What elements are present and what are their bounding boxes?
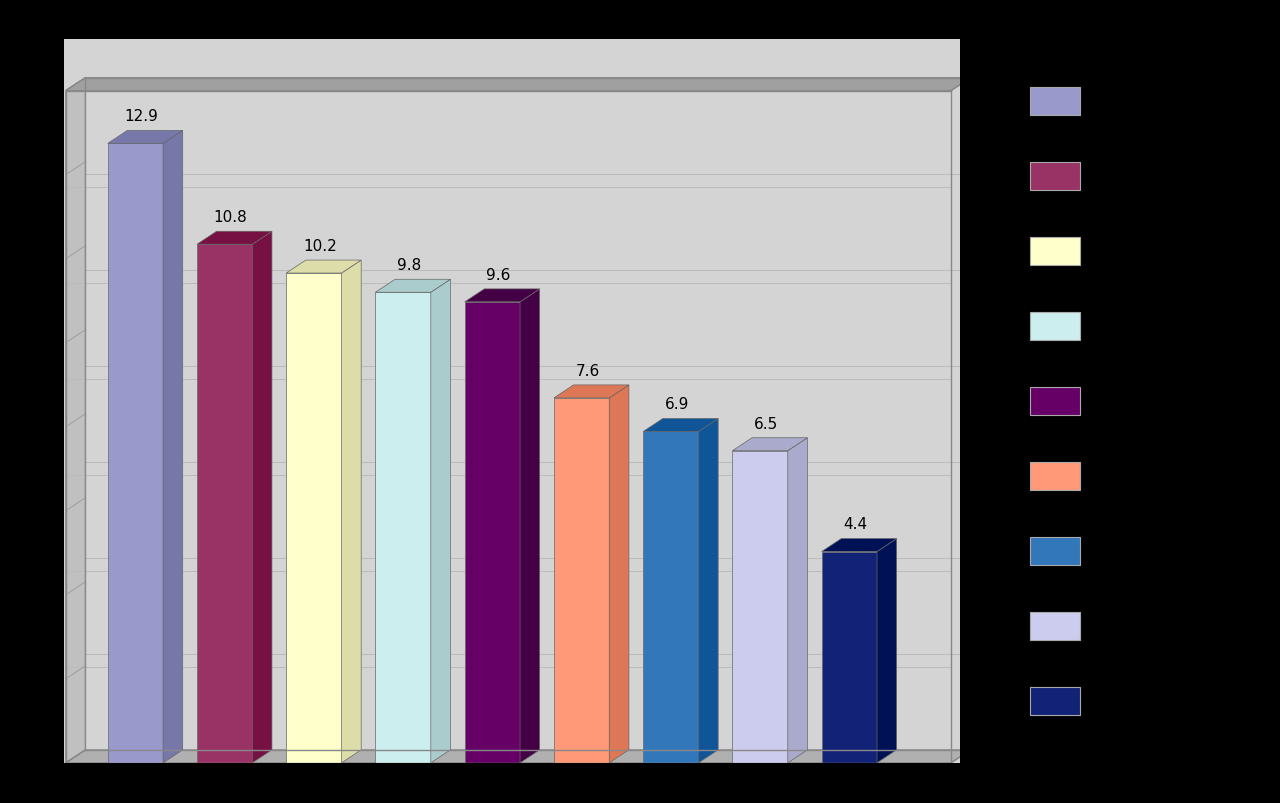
FancyBboxPatch shape: [1029, 238, 1080, 266]
Text: 7.6: 7.6: [576, 363, 599, 378]
Bar: [643, 432, 699, 763]
Text: 6.9: 6.9: [664, 397, 689, 412]
Polygon shape: [342, 261, 361, 763]
Polygon shape: [287, 261, 361, 274]
Polygon shape: [431, 280, 451, 763]
FancyBboxPatch shape: [1029, 612, 1080, 641]
Polygon shape: [465, 290, 540, 303]
Bar: [287, 274, 342, 763]
FancyBboxPatch shape: [1029, 162, 1080, 191]
Polygon shape: [877, 539, 896, 763]
Text: 4.4: 4.4: [844, 516, 868, 532]
Polygon shape: [787, 438, 808, 763]
Text: 6.5: 6.5: [754, 416, 778, 431]
Bar: [108, 145, 163, 763]
Polygon shape: [252, 232, 271, 763]
Polygon shape: [554, 385, 628, 398]
Polygon shape: [520, 290, 540, 763]
Bar: [197, 245, 252, 763]
Text: 9.6: 9.6: [486, 267, 511, 283]
FancyBboxPatch shape: [1029, 537, 1080, 565]
Polygon shape: [163, 131, 183, 763]
Bar: [465, 303, 520, 763]
Polygon shape: [197, 232, 271, 245]
Polygon shape: [732, 438, 808, 451]
Bar: [375, 293, 431, 763]
Polygon shape: [643, 419, 718, 432]
Polygon shape: [699, 419, 718, 763]
Polygon shape: [375, 280, 451, 293]
Bar: [554, 398, 609, 763]
Text: 10.2: 10.2: [303, 238, 337, 254]
Polygon shape: [65, 79, 86, 763]
Polygon shape: [65, 79, 970, 92]
FancyBboxPatch shape: [1029, 463, 1080, 491]
Polygon shape: [822, 539, 896, 552]
Text: 12.9: 12.9: [124, 109, 159, 124]
Bar: [732, 451, 787, 763]
FancyBboxPatch shape: [1029, 387, 1080, 416]
Polygon shape: [108, 131, 183, 145]
Polygon shape: [609, 385, 628, 763]
FancyBboxPatch shape: [1029, 312, 1080, 340]
Bar: [822, 552, 877, 763]
FancyBboxPatch shape: [1029, 88, 1080, 116]
Text: 9.8: 9.8: [397, 258, 421, 273]
Text: 10.8: 10.8: [214, 210, 247, 225]
FancyBboxPatch shape: [1029, 687, 1080, 715]
Polygon shape: [65, 750, 970, 763]
